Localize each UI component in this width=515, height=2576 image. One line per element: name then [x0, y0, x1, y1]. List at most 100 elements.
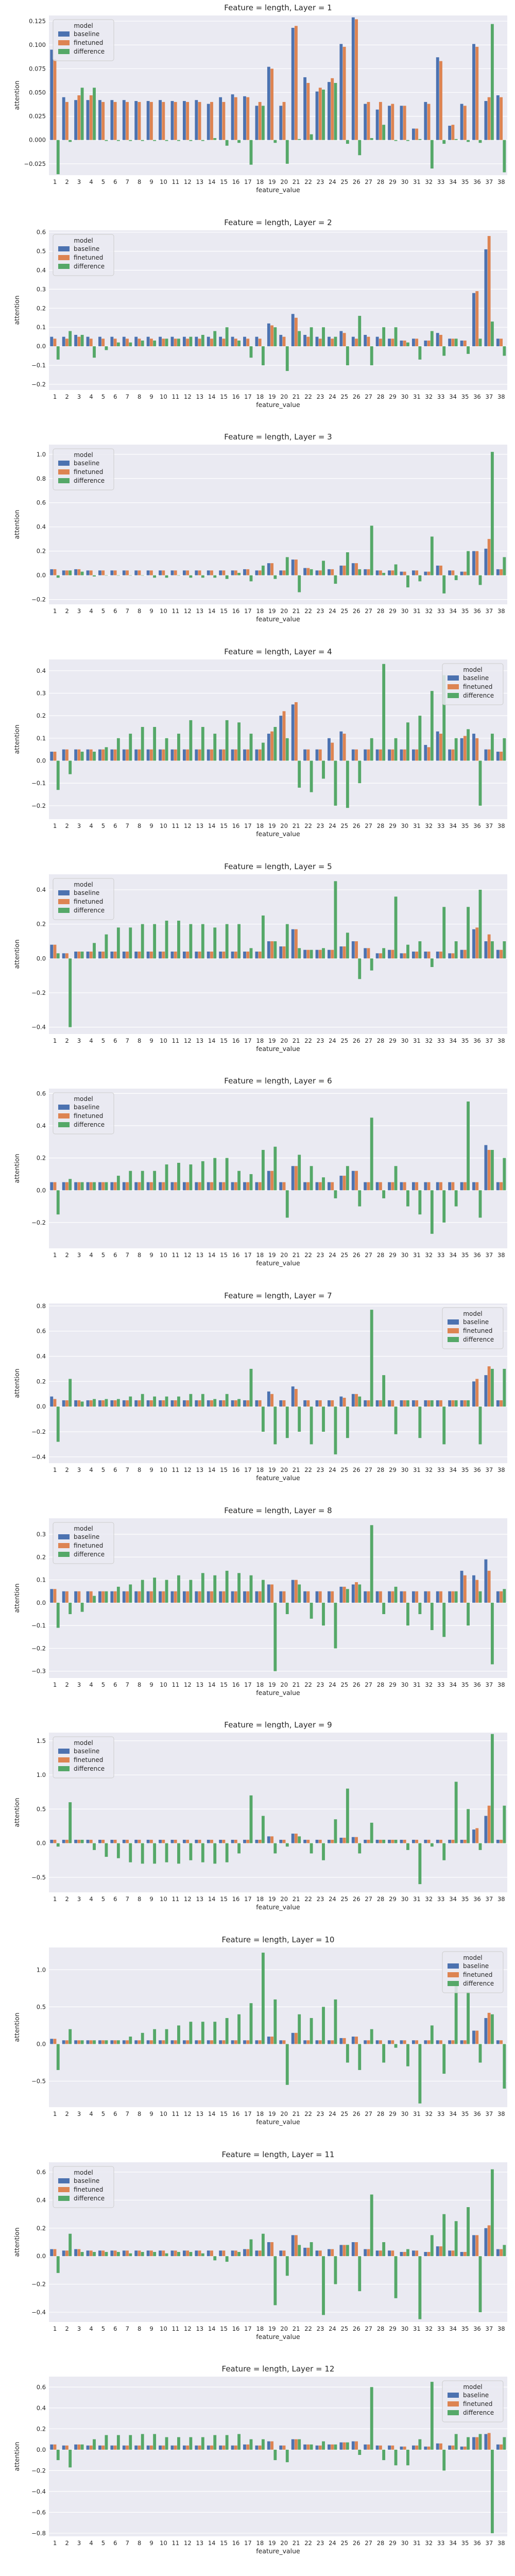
- x-tick-label: 9: [149, 178, 153, 185]
- bar-difference: [430, 2382, 434, 2450]
- x-tick-label: 4: [89, 1895, 93, 1903]
- bar-difference: [213, 734, 217, 761]
- bar-baseline: [472, 44, 475, 140]
- x-tick-label: 16: [232, 1895, 240, 1903]
- bar-difference: [442, 575, 446, 594]
- bar-baseline: [159, 951, 162, 958]
- x-tick-label: 1: [53, 2110, 57, 2117]
- bar-baseline: [400, 749, 403, 761]
- bar-baseline: [279, 1840, 283, 1843]
- bar-difference: [382, 2044, 386, 2063]
- y-tick-label: 0.4: [37, 266, 46, 274]
- bar-baseline: [243, 1840, 246, 1843]
- bar-difference: [478, 140, 482, 143]
- bar-baseline: [388, 2250, 391, 2256]
- bar-baseline: [62, 336, 65, 346]
- x-tick-label: 3: [77, 2110, 81, 2117]
- bar-finetuned: [101, 2446, 105, 2450]
- bar-baseline: [375, 2250, 379, 2256]
- bar-finetuned: [162, 2446, 165, 2450]
- bar-difference: [273, 1602, 277, 1671]
- bar-finetuned: [475, 291, 479, 346]
- bar-finetuned: [186, 1400, 190, 1407]
- x-tick-label: 22: [304, 178, 312, 185]
- legend-item-label: difference: [74, 48, 105, 55]
- bar-finetuned: [391, 570, 394, 575]
- bar-finetuned: [391, 749, 394, 761]
- bar-finetuned: [487, 749, 491, 761]
- bar-difference: [177, 575, 180, 576]
- bar-difference: [430, 536, 434, 575]
- bar-finetuned: [258, 338, 262, 346]
- bar-baseline: [279, 570, 283, 575]
- y-tick-label: 0.0: [37, 2252, 46, 2260]
- bar-baseline: [279, 946, 283, 958]
- x-tick-label: 7: [126, 822, 129, 829]
- bar-baseline: [170, 951, 174, 958]
- bar-difference: [370, 526, 373, 575]
- x-tick-label: 5: [101, 607, 105, 615]
- bar-difference: [201, 1843, 204, 1863]
- bar-finetuned: [403, 2251, 406, 2256]
- x-tick-label: 26: [353, 1251, 360, 1259]
- x-tick-label: 32: [425, 2325, 433, 2332]
- bar-finetuned: [138, 1182, 141, 1191]
- bar-finetuned: [126, 1840, 129, 1843]
- x-tick-label: 27: [365, 1251, 372, 1259]
- bar-difference: [310, 327, 313, 346]
- bar-finetuned: [246, 569, 250, 575]
- x-tick-label: 13: [196, 822, 203, 829]
- x-tick-label: 20: [280, 1681, 288, 1688]
- bar-finetuned: [415, 1182, 419, 1191]
- x-tick-label: 18: [256, 2110, 264, 2117]
- bar-difference: [490, 2450, 494, 2534]
- chart-title: Feature = length, Layer = 8: [224, 1506, 332, 1515]
- x-tick-label: 29: [389, 1037, 397, 1044]
- bar-baseline: [460, 2447, 464, 2450]
- bar-difference: [105, 140, 108, 141]
- x-tick-label: 12: [184, 1466, 192, 1473]
- x-tick-label: 22: [304, 1681, 312, 1688]
- bar-difference: [478, 1843, 482, 1851]
- bar-baseline: [255, 951, 259, 958]
- bar-difference: [189, 1580, 193, 1603]
- bar-difference: [334, 336, 337, 346]
- bar-finetuned: [487, 1366, 491, 1407]
- bar-baseline: [351, 2037, 355, 2044]
- bar-baseline: [411, 2250, 415, 2256]
- bar-baseline: [279, 716, 283, 761]
- x-tick-label: 35: [461, 1681, 469, 1688]
- bar-finetuned: [101, 951, 105, 958]
- y-axis-label: attention: [13, 1369, 21, 1398]
- bar-difference: [394, 564, 398, 575]
- x-tick-label: 17: [244, 1895, 252, 1903]
- bar-difference: [189, 2022, 193, 2044]
- bar-finetuned: [282, 101, 286, 140]
- bar-baseline: [50, 2039, 54, 2044]
- bar-finetuned: [186, 101, 190, 140]
- bar-difference: [394, 2450, 398, 2466]
- bar-finetuned: [439, 1182, 442, 1191]
- x-tick-label: 2: [65, 178, 68, 185]
- chart-title: Feature = length, Layer = 10: [222, 1935, 335, 1944]
- bar-baseline: [207, 104, 210, 140]
- bar-difference: [68, 570, 72, 575]
- bar-finetuned: [379, 2250, 382, 2256]
- bar-baseline: [50, 336, 54, 346]
- bar-finetuned: [89, 749, 93, 761]
- x-tick-label: 13: [196, 2110, 203, 2117]
- bar-difference: [189, 1843, 193, 1861]
- x-tick-label: 32: [425, 1466, 433, 1473]
- x-tick-label: 22: [304, 2110, 312, 2117]
- bar-difference: [116, 140, 120, 141]
- x-tick-label: 3: [77, 178, 81, 185]
- x-tick-label: 6: [113, 1895, 117, 1903]
- chart-title: Feature = length, Layer = 4: [224, 647, 332, 656]
- x-tick-label: 33: [437, 2110, 445, 2117]
- bar-finetuned: [222, 1182, 226, 1191]
- legend-swatch: [58, 890, 70, 895]
- bar-difference: [418, 1190, 422, 1215]
- x-tick-label: 13: [196, 393, 203, 400]
- bar-difference: [237, 722, 241, 761]
